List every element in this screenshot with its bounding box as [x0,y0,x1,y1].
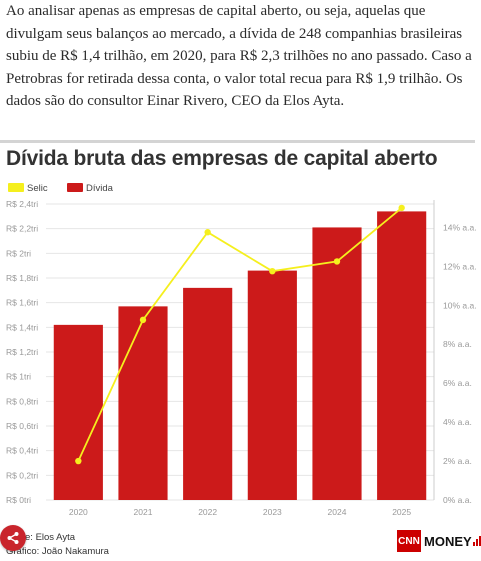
legend-swatch [8,183,24,192]
y-right-tick-label: 6% a.a. [443,378,472,388]
x-tick-label: 2022 [198,507,217,517]
y-left-tick-label: R$ 1,4tri [6,322,38,332]
x-tick-label: 2025 [392,507,411,517]
money-logo-text: MONEY [424,533,472,549]
y-left-tick-label: R$ 2tri [6,248,31,258]
chart-title: Dívida bruta das empresas de capital abe… [6,147,438,170]
selic-point-2024 [333,258,341,265]
y-right-tick-label: 8% a.a. [443,339,472,349]
chart-svg: Selic Dívida R$ 0tri R$ 0,2tri R$ 0,4tri R$ 0… [6,183,477,517]
y-right-tick-label: 14% a.a. [443,222,477,232]
x-tick-label: 2023 [263,507,282,517]
y-right-tick-label: 0% a.a. [443,495,472,505]
bar-divida-2021 [118,306,168,500]
selic-line [77,207,403,462]
y-left-tick-label: R$ 0tri [6,495,31,505]
y-left-tick-label: R$ 1,2tri [6,347,38,357]
y-left-tick-label: R$ 2,4tri [6,199,38,209]
legend-swatch [67,183,83,192]
graphic-credit: Gráfico: João Nakamura [6,546,109,557]
bar-divida-2023 [247,270,297,500]
x-tick-label: 2021 [134,507,153,517]
share-button[interactable] [0,525,26,551]
x-tick-label: 2020 [69,507,88,517]
source-block: Fonte: Elos Ayta Gráfico: João Nakamura [6,531,109,559]
y-right-tick-label: 2% a.a. [443,456,472,466]
source-line: Fonte: Elos Ayta [6,532,76,543]
article-paragraph: Ao analisar apenas as empresas de capita… [6,3,472,109]
y-left-tick-label: R$ 1,8tri [6,273,38,283]
cnn-money-logo: CNN MONEY [397,530,481,552]
chart-top-border [0,140,475,143]
selic-point-2023 [269,267,276,275]
y-right-tick-label: 12% a.a. [443,261,477,271]
bar-divida-2024 [312,227,362,500]
bar-divida-2025 [377,211,427,500]
y-left-tick-label: R$ 2,2tri [6,224,38,234]
y-left-tick-label: R$ 1,6tri [6,298,38,308]
y-left-tick-label: R$ 0,8tri [6,396,38,406]
legend-label: Dívida [86,183,114,194]
share-icon [7,532,19,544]
y-left-tick-label: R$ 0,6tri [6,421,38,431]
x-tick-label: 2024 [328,507,347,517]
y-right-tick-label: 10% a.a. [443,300,477,310]
y-left-tick-label: R$ 0,2tri [6,470,38,480]
chart-card: Dívida bruta das empresas de capital abe… [0,140,481,561]
y-left-tick-label: R$ 1tri [6,372,31,382]
y-left-tick-label: R$ 0,4tri [6,446,38,456]
logo-bars-icon [472,536,481,546]
selic-point-2025 [398,204,405,212]
y-right-tick-label: 4% a.a. [443,417,472,427]
selic-point-2020 [75,457,82,465]
cnn-logo-mark: CNN [397,530,421,552]
bar-divida-2022 [183,287,233,500]
bar-divida-2020 [53,324,103,500]
selic-point-2022 [204,229,211,236]
selic-point-2021 [139,316,147,324]
legend-label: Selic [27,183,48,194]
